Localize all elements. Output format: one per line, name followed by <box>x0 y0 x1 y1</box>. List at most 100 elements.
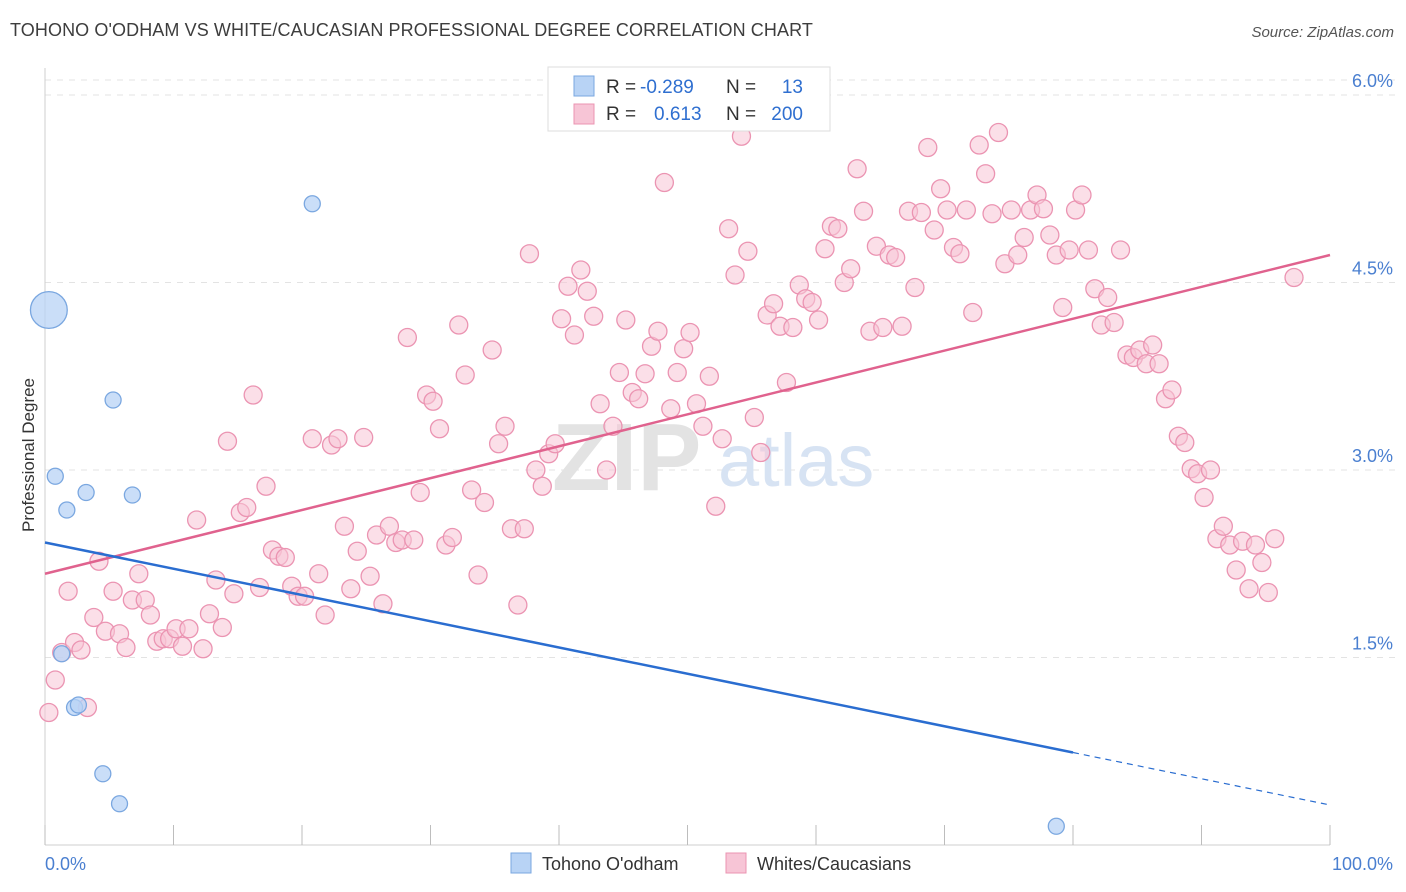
point-tohono <box>46 467 64 485</box>
point-whites <box>1104 312 1124 333</box>
point-whites <box>751 442 771 463</box>
point-whites <box>905 277 925 298</box>
top-legend: R = -0.289 N = 13 R = 0.613 N = 200 <box>547 66 831 132</box>
trend-line-tohono-extension <box>1072 751 1331 806</box>
watermark-zip: ZIP <box>552 404 701 511</box>
point-whites <box>654 172 675 193</box>
point-whites <box>937 200 957 220</box>
point-whites <box>429 419 450 439</box>
point-whites <box>116 637 136 658</box>
point-whites <box>1258 582 1278 603</box>
point-whites <box>71 640 91 660</box>
point-whites <box>815 239 835 259</box>
point-whites <box>84 607 104 628</box>
legend-n-label-1: N = <box>726 77 756 98</box>
legend-r-label-1: R = <box>606 77 636 98</box>
x-tick-label: 0.0% <box>45 854 86 874</box>
bottom-legend-swatch-blue <box>510 852 532 874</box>
point-tohono <box>303 195 321 213</box>
point-whites <box>706 496 726 516</box>
chart-title: TOHONO O'ODHAM VS WHITE/CAUCASIAN PROFES… <box>10 20 813 40</box>
point-tohono <box>104 391 122 409</box>
point-whites <box>468 565 488 585</box>
point-whites <box>808 310 829 330</box>
point-tohono <box>94 765 112 783</box>
point-whites <box>519 244 540 264</box>
point-whites <box>975 164 996 184</box>
point-whites <box>1143 335 1163 355</box>
point-whites <box>341 579 361 599</box>
point-whites <box>461 480 482 500</box>
point-whites <box>1008 245 1028 265</box>
point-whites <box>482 340 502 360</box>
point-whites <box>956 200 976 220</box>
point-whites <box>1245 535 1266 555</box>
point-whites <box>873 317 893 338</box>
point-whites <box>379 516 400 536</box>
legend-box <box>547 66 831 132</box>
legend-n-label-2: N = <box>726 104 756 125</box>
point-tohono <box>123 486 142 504</box>
y-tick-label: 1.5% <box>1352 634 1393 654</box>
point-whites <box>924 220 944 240</box>
point-whites <box>404 530 424 550</box>
point-whites <box>347 541 367 561</box>
point-whites <box>1078 240 1099 260</box>
point-whites <box>455 365 475 385</box>
point-whites <box>179 619 199 639</box>
point-whites <box>45 670 65 690</box>
point-whites <box>738 241 758 261</box>
point-whites <box>1040 225 1060 245</box>
point-whites <box>577 281 597 301</box>
point-whites <box>508 595 528 615</box>
point-whites <box>237 497 257 518</box>
point-tohono <box>29 290 68 330</box>
point-whites <box>1265 529 1285 549</box>
point-whites <box>140 605 161 625</box>
point-whites <box>718 219 739 239</box>
point-whites <box>193 639 213 659</box>
watermark-atlas: atlas <box>718 419 874 502</box>
point-whites <box>212 617 232 638</box>
point-whites <box>609 362 630 383</box>
point-whites <box>661 399 681 419</box>
legend-r-value-1: -0.289 <box>640 77 694 98</box>
point-whites <box>488 434 509 454</box>
point-whites <box>186 510 207 530</box>
legend-swatch-pink <box>573 103 595 125</box>
point-whites <box>1072 185 1092 205</box>
point-whites <box>963 302 983 323</box>
point-whites <box>783 317 803 338</box>
point-whites <box>410 482 430 503</box>
point-whites <box>526 460 546 480</box>
source-label: Source: ZipAtlas.com <box>1251 24 1394 41</box>
point-whites <box>853 201 874 221</box>
point-whites <box>39 702 59 723</box>
point-whites <box>886 247 906 268</box>
point-whites <box>1033 199 1054 219</box>
point-whites <box>1149 354 1169 374</box>
point-whites <box>1226 560 1246 580</box>
data-points <box>29 122 1304 835</box>
point-whites <box>129 564 149 584</box>
point-whites <box>930 179 951 199</box>
point-whites <box>103 581 123 601</box>
point-whites <box>360 566 380 586</box>
point-whites <box>1284 267 1304 288</box>
point-whites <box>1252 552 1272 573</box>
point-whites <box>551 309 572 329</box>
bottom-legend-swatch-pink <box>725 852 747 874</box>
point-whites <box>532 476 552 496</box>
point-whites <box>802 292 822 313</box>
point-whites <box>1162 380 1182 400</box>
point-whites <box>206 570 226 590</box>
point-whites <box>911 202 932 223</box>
trend-line-whites <box>44 253 1331 575</box>
x-tick-label: 100.0% <box>1332 854 1393 874</box>
point-whites <box>1175 432 1195 453</box>
point-whites <box>309 564 329 584</box>
point-whites <box>763 294 784 314</box>
bottom-legend: Tohono O'odham Whites/Caucasians <box>510 852 911 874</box>
point-whites <box>596 460 617 480</box>
